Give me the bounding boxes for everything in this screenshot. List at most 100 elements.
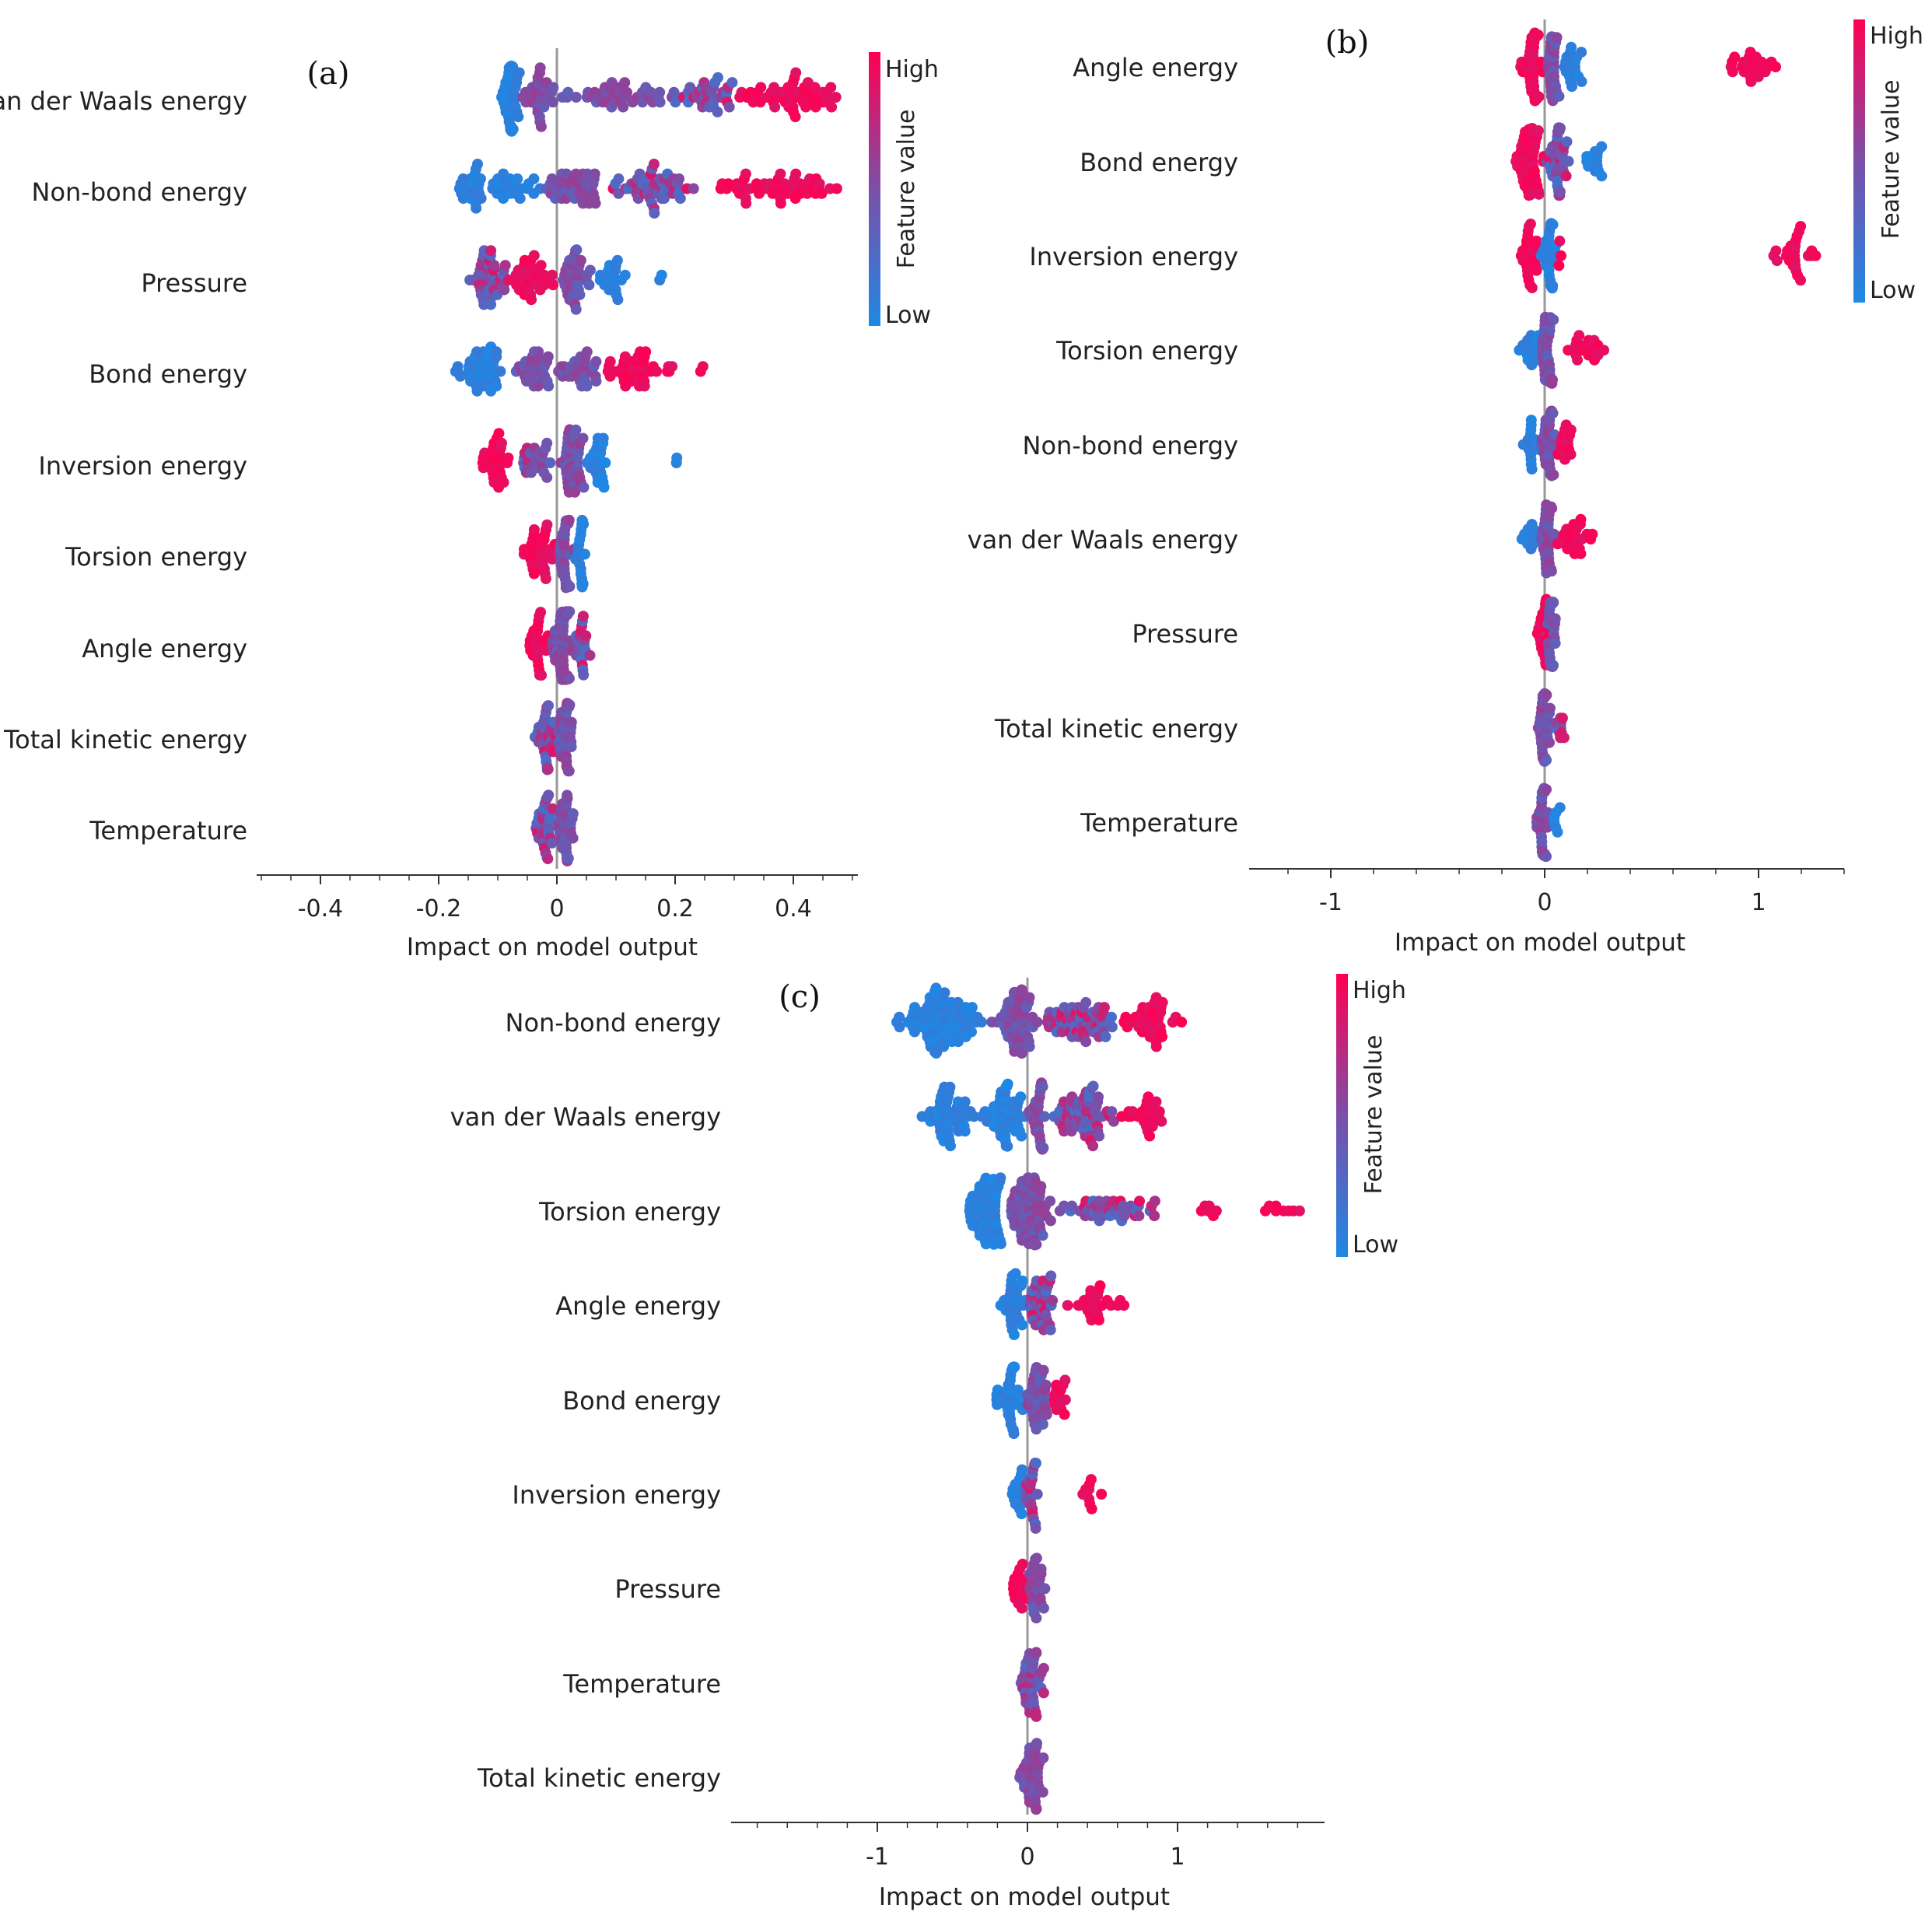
shap-point [1133, 1210, 1145, 1222]
shap-point [564, 699, 576, 711]
shap-point [581, 346, 593, 358]
shap-point [528, 173, 540, 184]
x-tick-label: -1 [866, 1843, 889, 1871]
shap-point [825, 82, 837, 93]
shap-point [1549, 613, 1561, 625]
shap-point [789, 111, 801, 123]
shap-point [563, 673, 575, 684]
x-tick-label: -0.4 [298, 895, 344, 922]
panel-c-x-axis: -1 0 1 Impact on model output [731, 1822, 1325, 1911]
shap-point [723, 178, 734, 190]
shap-point [726, 77, 738, 89]
shap-point [507, 124, 519, 135]
shap-point [1554, 235, 1566, 247]
feature-label: Non-bond energy [506, 1008, 722, 1038]
shap-point [541, 437, 553, 449]
shap-point [548, 279, 559, 291]
feature-label: Pressure [141, 268, 247, 298]
shap-point [1134, 1196, 1145, 1207]
shap-point [651, 366, 663, 377]
shap-point [1106, 1021, 1118, 1033]
shap-point [1544, 737, 1555, 748]
shap-point [1017, 1319, 1027, 1331]
shap-point [1545, 565, 1557, 577]
shap-point [1548, 660, 1559, 671]
shap-point [1080, 996, 1092, 1008]
shap-point [826, 101, 838, 113]
shap-point [740, 168, 751, 180]
shap-point [1575, 548, 1587, 559]
colorbar-high-label: High [1353, 977, 1406, 1004]
feature-label: Bond energy [1080, 148, 1238, 177]
shap-point [668, 86, 680, 98]
shap-point [1556, 250, 1566, 261]
shap-point [590, 198, 601, 209]
shap-point [654, 96, 666, 108]
shap-point [528, 524, 540, 535]
shap-point [1038, 1142, 1049, 1154]
shap-point [1572, 354, 1584, 366]
shap-point [1031, 1803, 1042, 1815]
shap-point [968, 1111, 980, 1122]
shap-point [1156, 1115, 1167, 1127]
shap-point [580, 630, 592, 642]
shap-point [1549, 638, 1561, 649]
shap-point [894, 1021, 905, 1033]
shap-point [995, 1172, 1006, 1184]
x-tick-label: 0 [1020, 1843, 1034, 1871]
shap-point [1037, 1081, 1048, 1092]
shap-point [577, 432, 589, 444]
shap-point [1565, 449, 1577, 460]
shap-point [1087, 1140, 1099, 1152]
x-tick-label: -1 [1319, 889, 1342, 916]
shap-point [1531, 264, 1542, 276]
colorbar-high-label: High [1870, 23, 1923, 50]
shap-point [1012, 1385, 1024, 1395]
colorbar-low-label: Low [1870, 277, 1916, 304]
shap-point [1149, 1210, 1160, 1222]
feature-label: Temperature [89, 816, 247, 845]
shap-point [1596, 170, 1608, 182]
shap-point [800, 101, 812, 113]
shap-point [611, 254, 623, 266]
shap-point [1598, 345, 1609, 356]
shap-point [1037, 1787, 1048, 1798]
shap-point [565, 716, 577, 728]
shap-point [548, 82, 559, 93]
shap-point [712, 106, 723, 117]
shap-point [1100, 1031, 1111, 1042]
shap-point [590, 355, 602, 367]
shap-point [1727, 66, 1738, 78]
shap-point [1031, 1738, 1042, 1749]
shap-point [1038, 1662, 1049, 1674]
shap-point [543, 789, 555, 801]
shap-point [1045, 1196, 1056, 1207]
shap-point [1547, 219, 1559, 230]
shap-point [775, 198, 786, 209]
shap-point [604, 355, 616, 367]
shap-point [1526, 282, 1538, 293]
shap-point [1031, 1017, 1043, 1028]
shap-point [535, 260, 547, 271]
shap-point [1038, 1687, 1049, 1699]
panel-c-dots [891, 982, 1305, 1815]
shap-point [1086, 1503, 1097, 1514]
shap-point [1573, 330, 1585, 341]
shap-point [1810, 250, 1822, 261]
shap-point [472, 159, 483, 170]
shap-point [584, 264, 596, 276]
shap-point [546, 837, 558, 849]
shap-point [565, 741, 577, 753]
x-tick-label: 0.4 [775, 895, 812, 922]
feature-label: Torsion energy [538, 1197, 721, 1227]
feature-label: Pressure [614, 1574, 721, 1604]
shap-point [671, 452, 683, 464]
shap-point [471, 202, 482, 214]
shap-point [1016, 1130, 1027, 1142]
shap-point [526, 294, 537, 306]
shap-point [578, 669, 590, 681]
shap-point [976, 1017, 987, 1028]
shap-point [541, 519, 553, 530]
panel-c-feature-labels: Non-bond energy van der Waals energy Tor… [450, 1008, 721, 1793]
shap-point [1533, 188, 1545, 200]
